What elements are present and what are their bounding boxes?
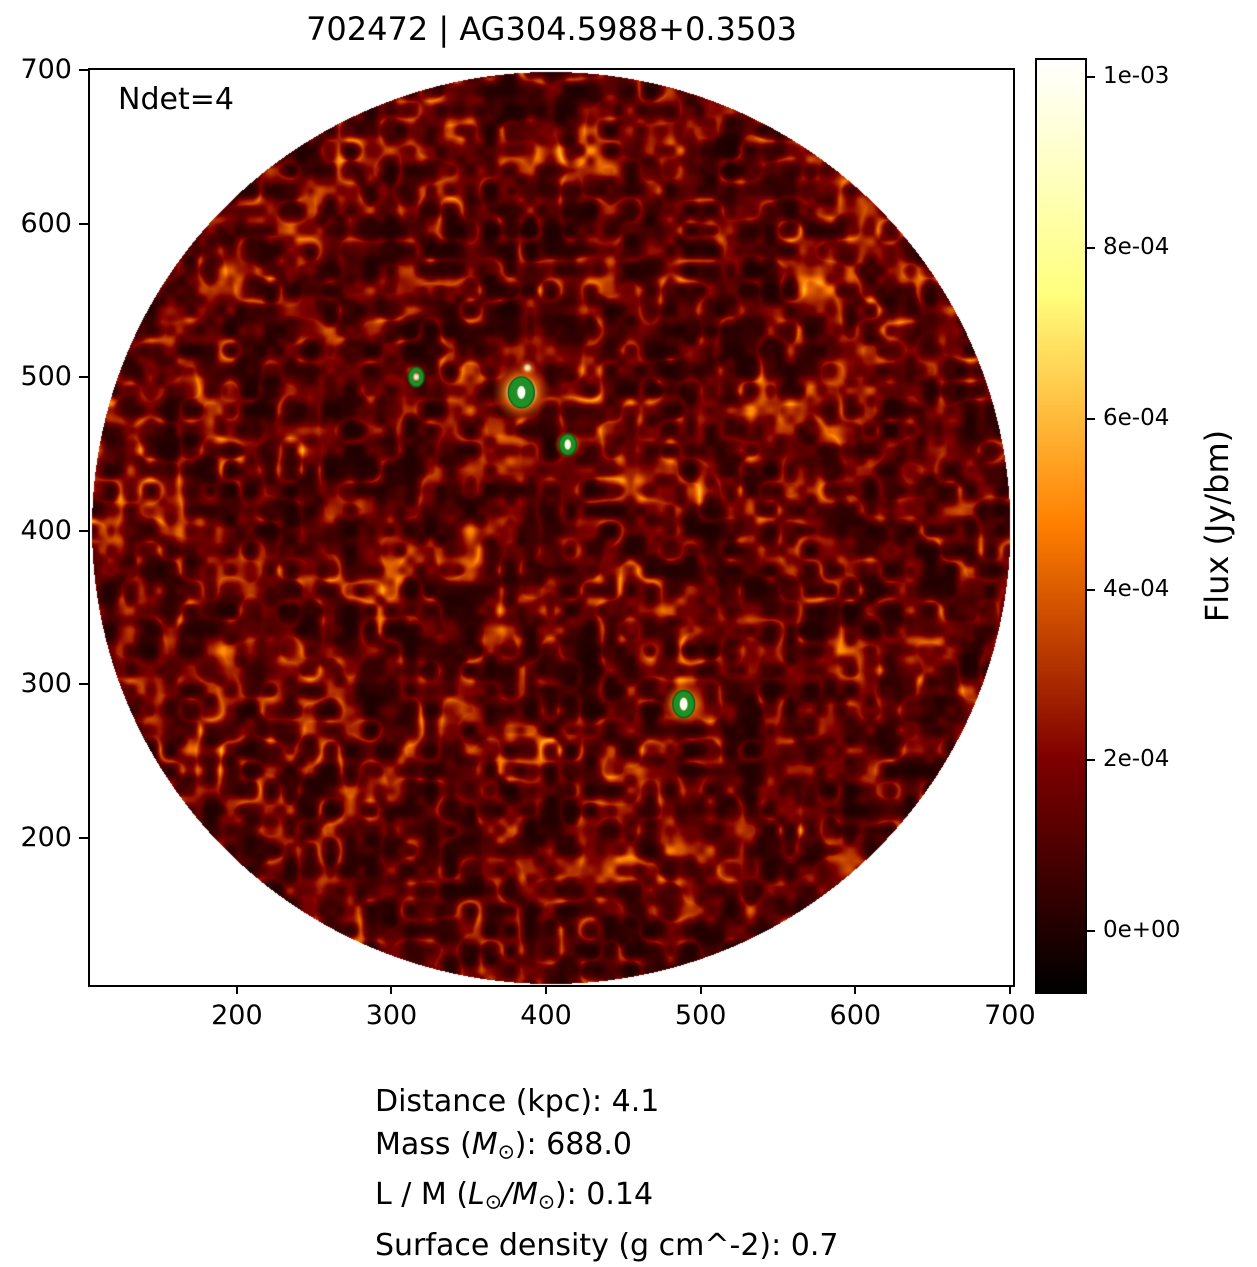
colorbar-gradient bbox=[1037, 60, 1085, 992]
y-tick-label: 300 bbox=[20, 668, 72, 700]
y-tick-mark bbox=[79, 222, 90, 225]
x-tick-label: 700 bbox=[984, 1000, 1036, 1031]
colorbar-tick-label: 6e-04 bbox=[1103, 404, 1170, 431]
x-tick-label: 300 bbox=[365, 1000, 418, 1031]
colorbar-tick-mark bbox=[1085, 588, 1095, 591]
colorbar-tick-label: 4e-04 bbox=[1103, 575, 1170, 602]
x-tick-mark bbox=[854, 985, 857, 994]
y-tick-mark bbox=[79, 529, 90, 532]
colorbar-tick-mark bbox=[1085, 930, 1095, 933]
y-tick-mark bbox=[79, 376, 90, 379]
y-tick-label: 200 bbox=[20, 821, 72, 853]
colorbar-tick-mark bbox=[1085, 759, 1095, 762]
y-tick-label: 700 bbox=[20, 54, 72, 85]
y-tick-mark bbox=[79, 683, 90, 686]
sun-symbol: ⊙ bbox=[484, 1189, 502, 1214]
y-tick-mark bbox=[79, 69, 90, 71]
x-tick-mark bbox=[545, 985, 548, 994]
surface-density-line: Surface density (g cm^-2): 0.7 bbox=[375, 1227, 839, 1263]
mass-line: Mass (M⊙): 688.0 bbox=[375, 1127, 632, 1164]
x-tick-mark bbox=[390, 985, 393, 994]
colorbar-tick-label: 1e-03 bbox=[1103, 63, 1170, 90]
x-tick-label: 600 bbox=[829, 1000, 882, 1031]
x-tick-label: 200 bbox=[211, 1000, 263, 1031]
source-properties: Distance (kpc): 4.1 Mass (M⊙): 688.0 L /… bbox=[375, 1086, 838, 1267]
x-tick-mark bbox=[235, 985, 238, 994]
y-tick-mark bbox=[79, 836, 90, 839]
sun-symbol: ⊙ bbox=[497, 1139, 515, 1164]
sun-symbol: ⊙ bbox=[537, 1189, 555, 1214]
colorbar-tick-mark bbox=[1085, 417, 1095, 420]
flux-map-axes: Ndet=4 bbox=[88, 68, 1015, 987]
colorbar-tick-label: 8e-04 bbox=[1103, 233, 1170, 260]
plot-title: 702472 | AG304.5988+0.3503 bbox=[306, 10, 797, 48]
flux-map-canvas bbox=[90, 70, 1013, 985]
colorbar bbox=[1035, 58, 1087, 994]
distance-line: Distance (kpc): 4.1 bbox=[375, 1084, 660, 1119]
x-tick-label: 500 bbox=[674, 1000, 727, 1031]
lm-line: L / M (L⊙/M⊙): 0.14 bbox=[375, 1177, 654, 1214]
x-tick-mark bbox=[699, 985, 702, 994]
colorbar-tick-label: 0e+00 bbox=[1103, 917, 1181, 944]
y-tick-label: 400 bbox=[20, 514, 72, 546]
x-tick-label: 400 bbox=[520, 1000, 572, 1031]
y-tick-label: 600 bbox=[20, 207, 72, 239]
colorbar-tick-mark bbox=[1085, 246, 1095, 249]
colorbar-tick-mark bbox=[1085, 76, 1095, 79]
colorbar-axis-label: Flux (Jy/bm) bbox=[1198, 429, 1236, 623]
x-tick-mark bbox=[1008, 985, 1011, 994]
colorbar-tick-label: 2e-04 bbox=[1103, 746, 1170, 773]
ndet-annotation: Ndet=4 bbox=[118, 82, 234, 117]
y-tick-label: 500 bbox=[20, 361, 72, 393]
